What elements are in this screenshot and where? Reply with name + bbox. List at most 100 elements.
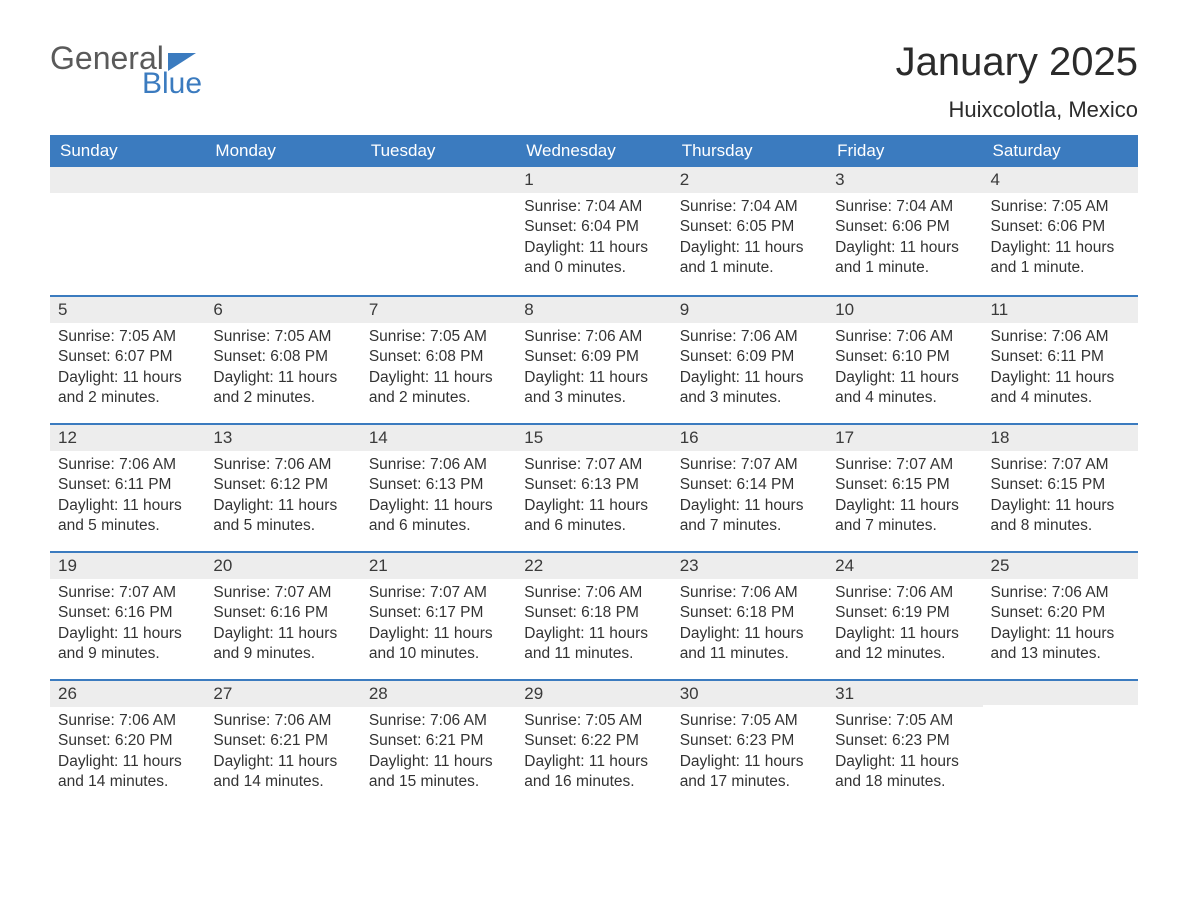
sunrise-text: Sunrise: 7:07 AM [213,583,352,603]
day-body: Sunrise: 7:06 AMSunset: 6:09 PMDaylight:… [516,323,671,423]
day-number: 21 [361,551,516,579]
sunset-text: Sunset: 6:23 PM [680,731,819,751]
day-cell: 14Sunrise: 7:06 AMSunset: 6:13 PMDayligh… [361,423,516,551]
day-cell: 7Sunrise: 7:05 AMSunset: 6:08 PMDaylight… [361,295,516,423]
sunrise-text: Sunrise: 7:06 AM [58,455,197,475]
sunset-text: Sunset: 6:20 PM [58,731,197,751]
sunrise-text: Sunrise: 7:07 AM [835,455,974,475]
day-body: Sunrise: 7:06 AMSunset: 6:11 PMDaylight:… [983,323,1138,423]
day-number: 3 [827,167,982,193]
sunrise-text: Sunrise: 7:05 AM [58,327,197,347]
sunrise-text: Sunrise: 7:04 AM [524,197,663,217]
sunset-text: Sunset: 6:16 PM [58,603,197,623]
sunset-text: Sunset: 6:05 PM [680,217,819,237]
day-number: 15 [516,423,671,451]
sunset-text: Sunset: 6:21 PM [213,731,352,751]
sunrise-text: Sunrise: 7:04 AM [680,197,819,217]
daylight-text: Daylight: 11 hours and 11 minutes. [524,624,663,665]
sunrise-text: Sunrise: 7:07 AM [524,455,663,475]
sunrise-text: Sunrise: 7:06 AM [213,711,352,731]
sunrise-text: Sunrise: 7:07 AM [991,455,1130,475]
sunset-text: Sunset: 6:06 PM [835,217,974,237]
day-cell: 24Sunrise: 7:06 AMSunset: 6:19 PMDayligh… [827,551,982,679]
day-body: Sunrise: 7:06 AMSunset: 6:20 PMDaylight:… [50,707,205,807]
day-body: Sunrise: 7:07 AMSunset: 6:17 PMDaylight:… [361,579,516,679]
day-number: 30 [672,679,827,707]
week-row: 5Sunrise: 7:05 AMSunset: 6:07 PMDaylight… [50,295,1138,423]
day-cell: 4Sunrise: 7:05 AMSunset: 6:06 PMDaylight… [983,167,1138,295]
calendar: Sunday Monday Tuesday Wednesday Thursday… [50,135,1138,807]
day-cell: 15 Sunrise: 7:07 AMSunset: 6:13 PMDayligh… [516,423,671,551]
sunrise-text: Sunrise: 7:05 AM [213,327,352,347]
day-cell: 27Sunrise: 7:06 AMSunset: 6:21 PMDayligh… [205,679,360,807]
sunset-text: Sunset: 6:11 PM [991,347,1130,367]
sunrise-text: Sunrise: 7:06 AM [58,711,197,731]
day-body: Sunrise: 7:06 AMSunset: 6:18 PMDaylight:… [672,579,827,679]
day-number: 19 [50,551,205,579]
sunset-text: Sunset: 6:13 PM [524,475,663,495]
sunrise-text: Sunrise: 7:06 AM [835,327,974,347]
title-block: January 2025 Huixcolotla, Mexico [896,40,1138,123]
day-number: 25 [983,551,1138,579]
sunrise-text: Sunrise: 7:06 AM [524,583,663,603]
day-cell: 21Sunrise: 7:07 AMSunset: 6:17 PMDayligh… [361,551,516,679]
day-cell: 5Sunrise: 7:05 AMSunset: 6:07 PMDaylight… [50,295,205,423]
header: General Blue January 2025 Huixcolotla, M… [50,40,1138,123]
day-body: Sunrise: 7:06 AMSunset: 6:12 PMDaylight:… [205,451,360,551]
daylight-text: Daylight: 11 hours and 8 minutes. [991,496,1130,537]
daylight-text: Daylight: 11 hours and 15 minutes. [369,752,508,793]
day-cell: 17Sunrise: 7:07 AMSunset: 6:15 PMDayligh… [827,423,982,551]
daylight-text: Daylight: 11 hours and 5 minutes. [58,496,197,537]
day-body: Sunrise: 7:05 AMSunset: 6:23 PMDaylight:… [827,707,982,807]
sunset-text: Sunset: 6:11 PM [58,475,197,495]
day-body: Sunrise: 7:05 AMSunset: 6:23 PMDaylight:… [672,707,827,807]
sunrise-text: Sunrise: 7:06 AM [991,583,1130,603]
day-body: Sunrise: 7:05 AMSunset: 6:08 PMDaylight:… [205,323,360,423]
day-number: 1 [516,167,671,193]
weekday-header: Thursday [672,135,827,167]
sunrise-text: Sunrise: 7:06 AM [213,455,352,475]
daylight-text: Daylight: 11 hours and 1 minute. [680,238,819,279]
sunset-text: Sunset: 6:23 PM [835,731,974,751]
sunset-text: Sunset: 6:13 PM [369,475,508,495]
sunrise-text: Sunrise: 7:06 AM [991,327,1130,347]
weekday-header: Monday [205,135,360,167]
sunset-text: Sunset: 6:09 PM [524,347,663,367]
sunset-text: Sunset: 6:08 PM [213,347,352,367]
sunrise-text: Sunrise: 7:06 AM [524,327,663,347]
daylight-text: Daylight: 11 hours and 6 minutes. [524,496,663,537]
day-cell: 25Sunrise: 7:06 AMSunset: 6:20 PMDayligh… [983,551,1138,679]
sunset-text: Sunset: 6:09 PM [680,347,819,367]
sunset-text: Sunset: 6:16 PM [213,603,352,623]
day-number: 16 [672,423,827,451]
sunset-text: Sunset: 6:06 PM [991,217,1130,237]
weekday-header: Friday [827,135,982,167]
sunrise-text: Sunrise: 7:07 AM [58,583,197,603]
weekday-header-row: Sunday Monday Tuesday Wednesday Thursday… [50,135,1138,167]
logo: General Blue [50,40,202,101]
sunrise-text: Sunrise: 7:07 AM [680,455,819,475]
day-body: Sunrise: 7:07 AMSunset: 6:14 PMDaylight:… [672,451,827,551]
day-number: 11 [983,295,1138,323]
daylight-text: Daylight: 11 hours and 17 minutes. [680,752,819,793]
daylight-text: Daylight: 11 hours and 9 minutes. [58,624,197,665]
day-body: Sunrise: 7:06 AMSunset: 6:10 PMDaylight:… [827,323,982,423]
sunset-text: Sunset: 6:10 PM [835,347,974,367]
day-number [50,167,205,193]
day-body: Sunrise: 7:06 AMSunset: 6:21 PMDaylight:… [205,707,360,807]
daylight-text: Daylight: 11 hours and 18 minutes. [835,752,974,793]
sunset-text: Sunset: 6:21 PM [369,731,508,751]
day-body: Sunrise: 7:06 AMSunset: 6:18 PMDaylight:… [516,579,671,679]
day-cell: 18Sunrise: 7:07 AMSunset: 6:15 PMDayligh… [983,423,1138,551]
day-cell [361,167,516,295]
day-number: 7 [361,295,516,323]
sunrise-text: Sunrise: 7:06 AM [369,711,508,731]
day-cell [983,679,1138,807]
sunset-text: Sunset: 6:15 PM [835,475,974,495]
day-body: Sunrise: 7:06 AMSunset: 6:13 PMDaylight:… [361,451,516,551]
sunset-text: Sunset: 6:07 PM [58,347,197,367]
day-cell: 11Sunrise: 7:06 AMSunset: 6:11 PMDayligh… [983,295,1138,423]
day-body: Sunrise: 7:06 AMSunset: 6:19 PMDaylight:… [827,579,982,679]
daylight-text: Daylight: 11 hours and 11 minutes. [680,624,819,665]
day-cell: 31Sunrise: 7:05 AMSunset: 6:23 PMDayligh… [827,679,982,807]
